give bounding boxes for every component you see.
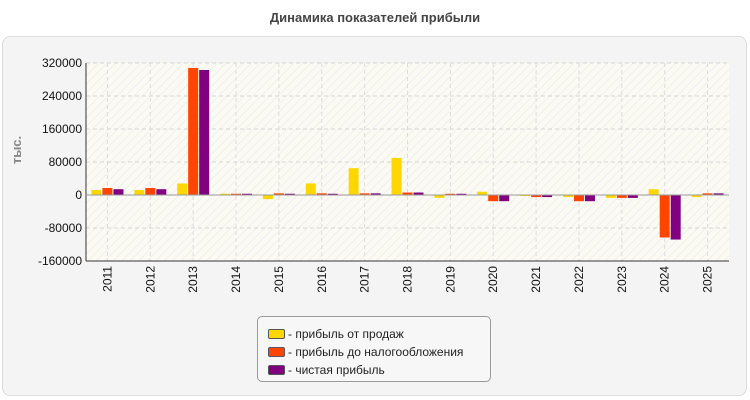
bar-1 — [402, 192, 413, 195]
bar-0 — [691, 195, 702, 198]
bar-2 — [242, 193, 253, 195]
legend-item: - чистая прибыль — [268, 361, 490, 379]
bar-2 — [113, 189, 124, 195]
bar-0 — [220, 193, 231, 195]
bar-2 — [284, 193, 295, 195]
bar-1 — [359, 193, 370, 195]
y-tick-label: 240000 — [42, 89, 82, 103]
bar-2 — [199, 70, 210, 195]
legend-label: - прибыль до налогообложения — [288, 345, 464, 359]
x-tick-label: 2013 — [186, 266, 200, 293]
x-tick-label: 2024 — [658, 266, 672, 293]
bar-2 — [670, 195, 681, 240]
axes: 320000 240000 160000 80000 0 -80000 -160000 201… — [38, 56, 729, 293]
x-tick-label: 2022 — [572, 266, 586, 293]
bar-0 — [562, 195, 573, 198]
y-tick-label: 80000 — [49, 155, 83, 169]
legend-label: - чистая прибыль — [288, 363, 385, 377]
bar-0 — [648, 189, 659, 195]
bar-2 — [327, 193, 338, 195]
bar-1 — [145, 187, 156, 195]
bar-1 — [445, 193, 456, 195]
x-tick-label: 2019 — [443, 266, 457, 293]
bar-1 — [102, 187, 113, 195]
x-tick-label: 2025 — [701, 266, 715, 293]
legend-swatch — [268, 347, 285, 357]
bar-2 — [370, 193, 381, 195]
y-tick-label: 160000 — [42, 122, 82, 136]
bar-0 — [391, 157, 402, 195]
chart-title: Динамика показателей прибыли — [269, 10, 481, 25]
x-tick-label: 2012 — [143, 266, 157, 293]
bar-2 — [542, 195, 553, 198]
x-tick-label: 2016 — [315, 266, 329, 293]
bar-1 — [488, 195, 499, 202]
legend-swatch — [268, 365, 285, 375]
bar-1 — [188, 67, 199, 195]
x-tick-label: 2017 — [358, 266, 372, 293]
bar-2 — [499, 195, 510, 202]
bar-2 — [456, 193, 467, 195]
bar-0 — [91, 190, 102, 195]
bar-2 — [627, 195, 638, 198]
y-tick-label: -80000 — [45, 221, 83, 235]
y-axis-label: тыс. — [9, 136, 24, 164]
bar-1 — [231, 193, 242, 195]
bar-1 — [531, 195, 542, 198]
bar-2 — [156, 189, 167, 195]
bar-2 — [413, 192, 424, 195]
bar-0 — [134, 190, 145, 195]
x-tick-label: 2020 — [486, 266, 500, 293]
y-tick-label: 0 — [75, 188, 82, 202]
bar-1 — [573, 195, 584, 202]
bar-2 — [713, 193, 724, 195]
bar-1 — [316, 193, 327, 195]
x-tick-label: 2011 — [100, 266, 114, 292]
bar-0 — [305, 183, 316, 195]
bar-0 — [605, 195, 616, 198]
bar-1 — [702, 193, 713, 195]
x-tick-label: 2021 — [529, 266, 543, 293]
bar-1 — [659, 195, 670, 238]
x-tick-label: 2014 — [229, 266, 243, 293]
x-tick-label: 2023 — [615, 266, 629, 293]
bar-2 — [584, 195, 595, 202]
bar-0 — [262, 195, 273, 200]
bar-0 — [477, 191, 488, 195]
y-tick-label: -160000 — [38, 254, 82, 268]
legend-label: - прибыль от продаж — [288, 327, 404, 341]
legend: - прибыль от продаж - прибыль до налогоо… — [257, 316, 491, 382]
bar-1 — [273, 193, 284, 195]
x-tick-label: 2018 — [401, 266, 415, 293]
x-tick-label: 2015 — [272, 266, 286, 293]
bar-0 — [348, 168, 359, 195]
legend-item: - прибыль до налогообложения — [268, 343, 490, 361]
bar-0 — [434, 195, 445, 198]
legend-item: - прибыль от продаж — [268, 325, 490, 343]
legend-swatch — [268, 329, 285, 339]
bars — [91, 67, 724, 240]
bar-1 — [616, 195, 627, 198]
y-tick-label: 320000 — [42, 56, 82, 70]
bar-0 — [177, 183, 188, 195]
